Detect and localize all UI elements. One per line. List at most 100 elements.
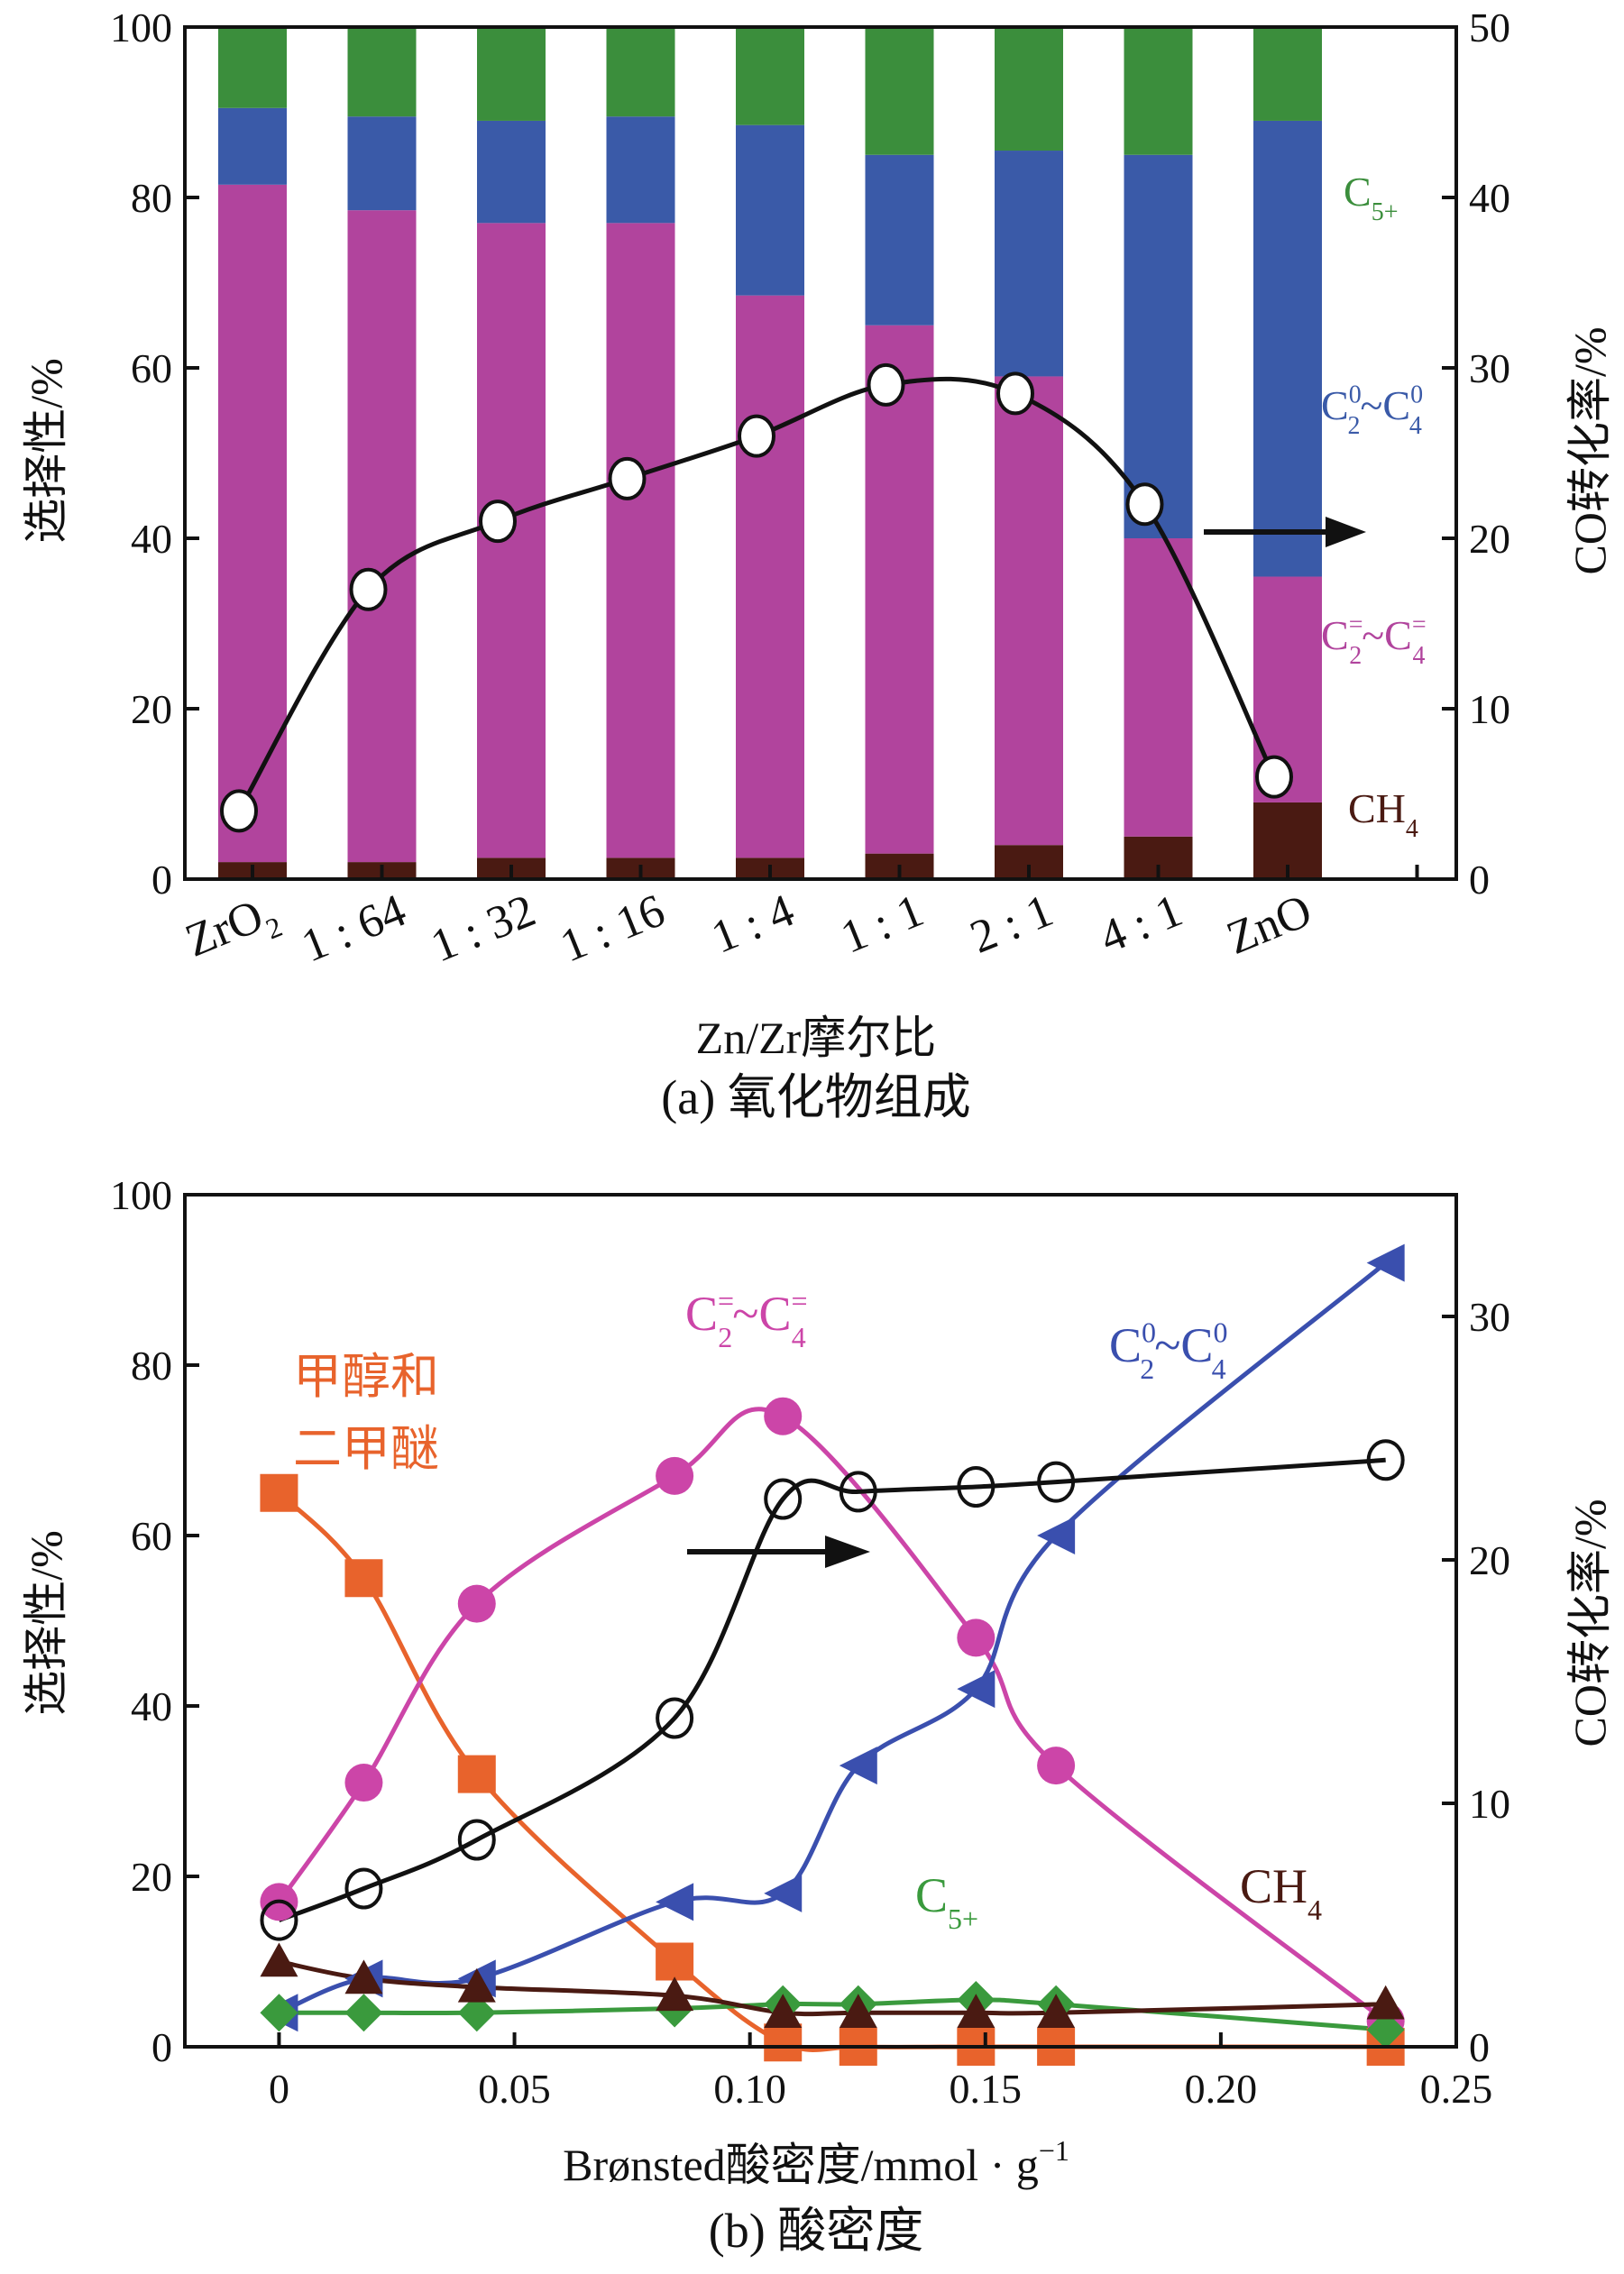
b-x-label-sup: −1 xyxy=(1039,2134,1069,2167)
a-category-label: 4 : 1 xyxy=(1093,885,1189,963)
b-point-4 xyxy=(839,1994,877,2028)
b-point-1 xyxy=(457,1584,496,1623)
b-arrow-right xyxy=(687,1536,870,1568)
a-bar-ZrO2-C2=~C4= xyxy=(218,184,287,863)
b-ytick-label-left: 40 xyxy=(131,1683,172,1729)
b-point-1 xyxy=(344,1764,383,1802)
b-point-1 xyxy=(656,1456,694,1495)
a-bar-2:1-C5+ xyxy=(995,27,1063,151)
b-point-5 xyxy=(839,1471,877,1513)
a-bar-ZnO-C2^0~C4^0 xyxy=(1253,120,1322,577)
a-bar-1:64-C2^0~C4^0 xyxy=(347,116,417,211)
label-part: 0 xyxy=(1410,381,1423,409)
b-point-2 xyxy=(839,1747,877,1785)
a-ytick-label-left: 20 xyxy=(131,686,172,732)
b-x-label-text: Brønsted酸密度/mmol · g xyxy=(563,2140,1039,2190)
b-point-0 xyxy=(457,1755,496,1793)
b-point-4 xyxy=(764,1994,803,2028)
a-co-curve xyxy=(220,362,1293,833)
label-part: C xyxy=(1321,382,1349,428)
label-part: ~C xyxy=(1362,612,1412,658)
label-part: ~C xyxy=(1154,1318,1213,1372)
b-point-1 xyxy=(764,1397,803,1435)
b-y-label-left: 选择性/% xyxy=(21,1530,71,1716)
b-point-0 xyxy=(656,1942,694,1981)
a-category-text: ZrO xyxy=(179,890,271,967)
b-ytick-label-right: 10 xyxy=(1469,1781,1510,1827)
b-line-1 xyxy=(277,1407,1388,2023)
label-part: 4 xyxy=(1212,1352,1226,1385)
a-ytick-label-right: 50 xyxy=(1469,5,1510,50)
a-bar-1:4-C2=~C4= xyxy=(736,295,804,858)
b-line-0 xyxy=(277,1490,1386,2053)
b-point-4 xyxy=(260,1942,298,1977)
a-bar-ZrO2-C5+ xyxy=(218,27,287,108)
a-category-label: 1 : 4 xyxy=(704,885,801,963)
a-ytick-label-right: 20 xyxy=(1469,516,1510,562)
a-arrow-right xyxy=(1204,517,1366,547)
a-category-label: 1 : 32 xyxy=(424,885,542,972)
b-label-olefins: C= 2~C= 4 xyxy=(685,1284,808,1353)
a-co-point xyxy=(1125,482,1164,527)
a-category-text: 1 : 4 xyxy=(704,885,801,963)
b-point-4 xyxy=(656,1976,694,2012)
a-bar-1:32-C2^0~C4^0 xyxy=(477,120,546,224)
label-part: 0 xyxy=(1213,1316,1227,1348)
label-part: = xyxy=(718,1284,734,1316)
a-category-label: 2 : 1 xyxy=(963,885,1060,963)
label-part: ~C xyxy=(1361,382,1411,428)
b-point-4 xyxy=(1037,1994,1076,2028)
b-point-5 xyxy=(1037,1461,1076,1503)
a-bar-2:1-C2^0~C4^0 xyxy=(995,151,1063,377)
b-ytick-label-left: 100 xyxy=(110,1172,172,1218)
a-ytick-label-left: 80 xyxy=(131,175,172,221)
b-point-1 xyxy=(957,1618,996,1657)
b-point-3 xyxy=(1366,2011,1405,2049)
a-co-point xyxy=(867,362,905,407)
a-bar-1:64-C2=~C4= xyxy=(347,210,417,863)
b-xtick-label: 0.15 xyxy=(950,2066,1023,2112)
a-ytick-label-right: 10 xyxy=(1469,686,1510,732)
label-part: 4 xyxy=(1412,642,1425,670)
a-bar-2:1-C2=~C4= xyxy=(995,376,1063,846)
a-series-label-paraffins: C0 2~C0 4 xyxy=(1321,381,1423,441)
a-bar-1:1-C2=~C4= xyxy=(865,325,934,854)
a-category-text: 1 : 1 xyxy=(834,885,931,963)
b-point-2 xyxy=(764,1874,803,1912)
a-bar-1:1-C5+ xyxy=(865,27,934,155)
b-point-2 xyxy=(957,1670,996,1709)
a-series-label-olefins: C= 2~C= 4 xyxy=(1321,611,1427,671)
b-point-3 xyxy=(260,1994,298,2032)
b-caption: (b) 酸密度 xyxy=(709,2204,923,2258)
a-co-point xyxy=(608,456,647,500)
b-label-methanol-dme-line2: 二甲醚 xyxy=(293,1422,439,1476)
b-xtick-label: 0.05 xyxy=(478,2066,551,2112)
a-category-label: ZrO2 xyxy=(179,885,287,975)
b-point-5 xyxy=(764,1478,803,1520)
b-ytick-label-left: 60 xyxy=(131,1513,172,1559)
a-bar-1:64-C5+ xyxy=(347,27,417,117)
a-ytick-label-left: 0 xyxy=(151,857,172,903)
a-co-point xyxy=(479,500,517,544)
a-co-point xyxy=(738,414,775,458)
label-part: C xyxy=(1109,1318,1142,1372)
b-point-0 xyxy=(344,1559,383,1598)
b-point-4 xyxy=(457,1967,496,2003)
label-part: ~C xyxy=(732,1287,791,1341)
a-bar-4:1-C5+ xyxy=(1124,27,1193,155)
b-plot-frame xyxy=(183,1193,1458,2049)
b-point-5 xyxy=(260,1899,298,1941)
a-category-label: 1 : 1 xyxy=(834,885,931,963)
a-category-text: 1 : 64 xyxy=(295,885,413,972)
b-ytick-label-left: 80 xyxy=(131,1343,172,1389)
a-x-label: Zn/Zr摩尔比 xyxy=(696,1013,937,1063)
label-part: CH xyxy=(1348,785,1406,831)
b-xtick-label: 0 xyxy=(269,2066,289,2112)
b-ytick-label-right: 20 xyxy=(1469,1537,1510,1583)
b-point-5 xyxy=(457,1819,496,1861)
b-point-2 xyxy=(656,1883,694,1921)
a-bar-4:1-C2^0~C4^0 xyxy=(1124,154,1193,538)
